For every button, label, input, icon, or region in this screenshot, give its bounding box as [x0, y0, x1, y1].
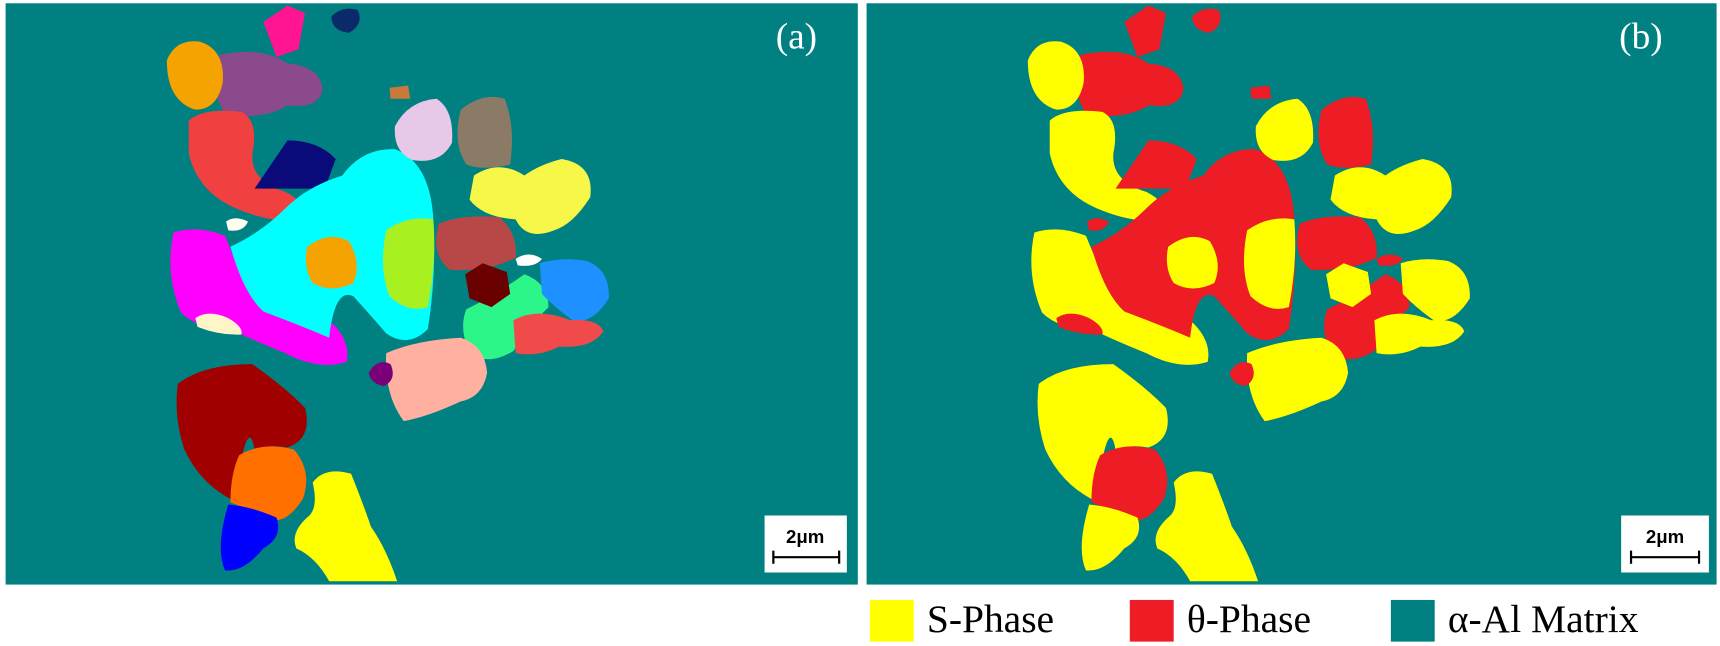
phase-region: [1318, 96, 1373, 168]
legend-label: θ-Phase: [1187, 597, 1311, 641]
legend-swatch: [1129, 599, 1174, 642]
phase-region: [1297, 216, 1377, 271]
scale-bar: [772, 550, 841, 564]
legend-label: S-Phase: [927, 597, 1054, 641]
scale-bar-box: [764, 515, 847, 573]
grain: [383, 218, 435, 309]
scale-bar-label: 2μm: [786, 526, 824, 547]
legend: S-Phase θ-Phase α-Al Matrix: [869, 597, 1639, 642]
scale-bar-box: [1621, 515, 1709, 573]
scale-bar: [1629, 550, 1701, 564]
grain: [389, 85, 411, 99]
grain: [457, 96, 512, 168]
legend-label: α-Al Matrix: [1448, 597, 1639, 641]
legend-swatch: [869, 599, 914, 642]
grain: [305, 236, 357, 289]
grain: [436, 216, 516, 271]
phase-region: [1244, 218, 1296, 309]
panel-label: (b): [1619, 16, 1662, 57]
phase-region: [1166, 236, 1218, 289]
scale-bar-label: 2μm: [1646, 526, 1684, 547]
panel-label: (a): [776, 16, 817, 57]
legend-swatch: [1390, 599, 1435, 642]
phase-region: [1250, 85, 1272, 99]
